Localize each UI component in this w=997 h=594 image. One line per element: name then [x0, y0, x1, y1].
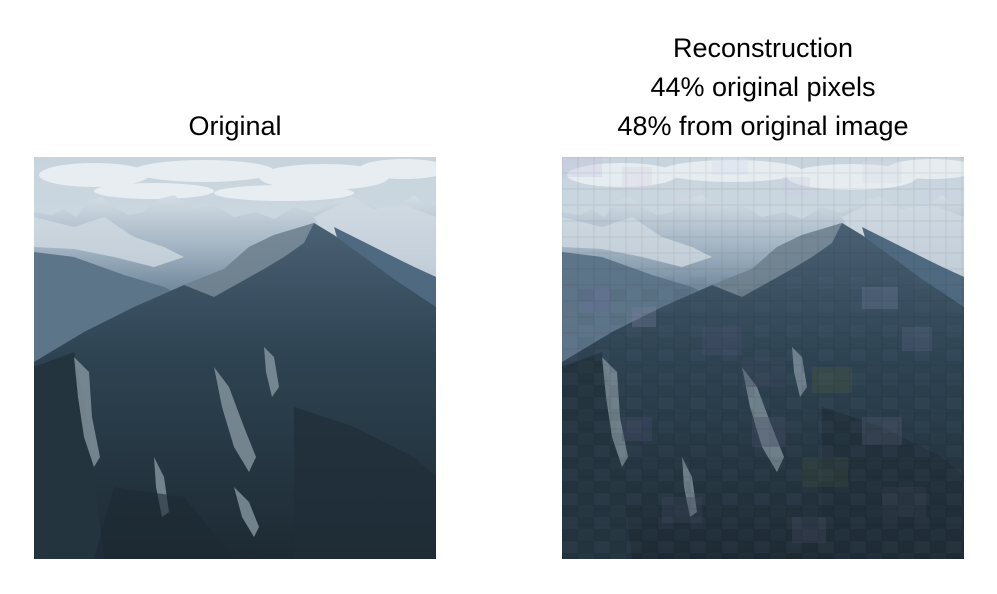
reconstruction-image	[562, 157, 964, 559]
original-image	[34, 157, 436, 559]
reconstruction-title: Reconstruction 44% original pixels 48% f…	[562, 29, 964, 146]
original-title: Original	[34, 107, 436, 146]
reconstruction-title-line-1: Reconstruction	[672, 33, 854, 63]
reconstruction-title-line-3: 48% from original image	[617, 111, 909, 141]
reconstruction-title-line-2: 44% original pixels	[650, 72, 876, 102]
reconstruction-mountain-picture	[562, 157, 964, 559]
original-title-text: Original	[188, 111, 282, 141]
original-mountain-picture	[34, 157, 436, 559]
